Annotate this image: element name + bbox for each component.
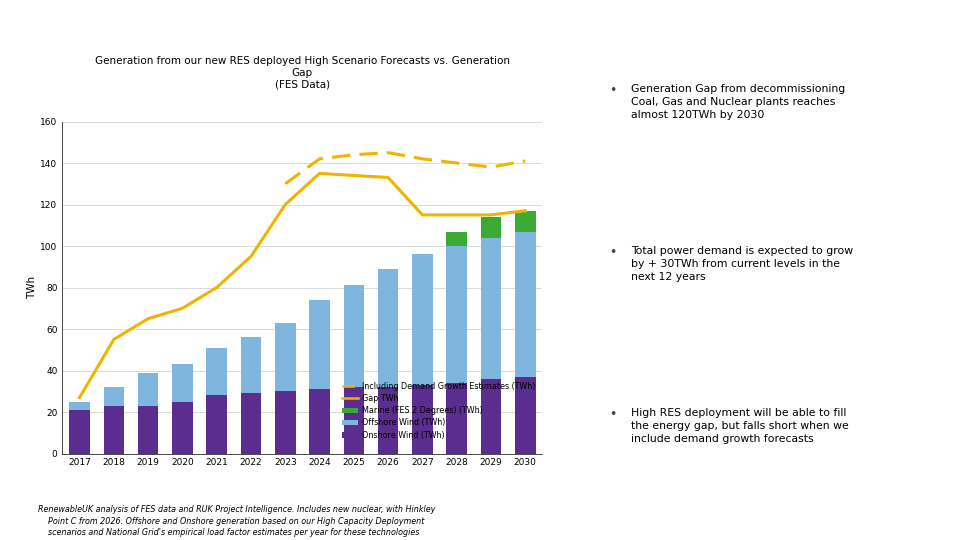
Bar [412, 254, 433, 385]
Bar [481, 379, 501, 454]
Text: Generation from our new RES deployed High Scenario Forecasts vs. Generation
Gap
: Generation from our new RES deployed Hig… [95, 56, 510, 89]
Bar [104, 406, 124, 454]
Text: •: • [610, 408, 617, 421]
Bar [378, 269, 398, 387]
Bar [275, 323, 296, 391]
Bar [446, 246, 467, 383]
Bar [515, 211, 536, 232]
Bar [172, 364, 193, 402]
Bar [69, 402, 90, 410]
Bar [241, 394, 261, 454]
Bar [412, 385, 433, 454]
Bar [344, 387, 364, 454]
Bar [172, 402, 193, 454]
Bar [138, 373, 158, 406]
Bar [309, 300, 330, 389]
Bar [138, 406, 158, 454]
Bar [241, 338, 261, 394]
Legend: Including Demand Growth Estimates (TWh), Gap TWh, Marine (FES 2 Degrees) (TWh), : Including Demand Growth Estimates (TWh),… [339, 379, 539, 443]
Bar [275, 392, 296, 454]
Bar [206, 395, 227, 454]
Text: •: • [610, 246, 617, 259]
Bar [344, 286, 364, 387]
Bar [481, 238, 501, 379]
Bar [515, 377, 536, 454]
Bar [378, 387, 398, 454]
Bar [515, 232, 536, 377]
Bar [481, 217, 501, 238]
Bar [206, 348, 227, 395]
Bar [309, 389, 330, 454]
Text: Total power demand is expected to grow
by + 30TWh from current levels in the
nex: Total power demand is expected to grow b… [631, 246, 852, 282]
Y-axis label: TWh: TWh [28, 276, 37, 299]
Text: UK Market Scenarios: Capacity vs RES Deployment in the 2020s: UK Market Scenarios: Capacity vs RES Dep… [17, 30, 868, 54]
Bar [69, 410, 90, 454]
Text: Generation Gap from decommissioning
Coal, Gas and Nuclear plants reaches
almost : Generation Gap from decommissioning Coal… [631, 84, 845, 120]
Text: High RES deployment will be able to fill
the energy gap, but falls short when we: High RES deployment will be able to fill… [631, 408, 849, 444]
Text: RenewableUK analysis of FES data and RUK Project Intelligence. Includes new nucl: RenewableUK analysis of FES data and RUK… [38, 505, 436, 537]
Bar [446, 383, 467, 454]
Bar [446, 232, 467, 246]
Text: •: • [610, 84, 617, 97]
Bar [104, 387, 124, 406]
